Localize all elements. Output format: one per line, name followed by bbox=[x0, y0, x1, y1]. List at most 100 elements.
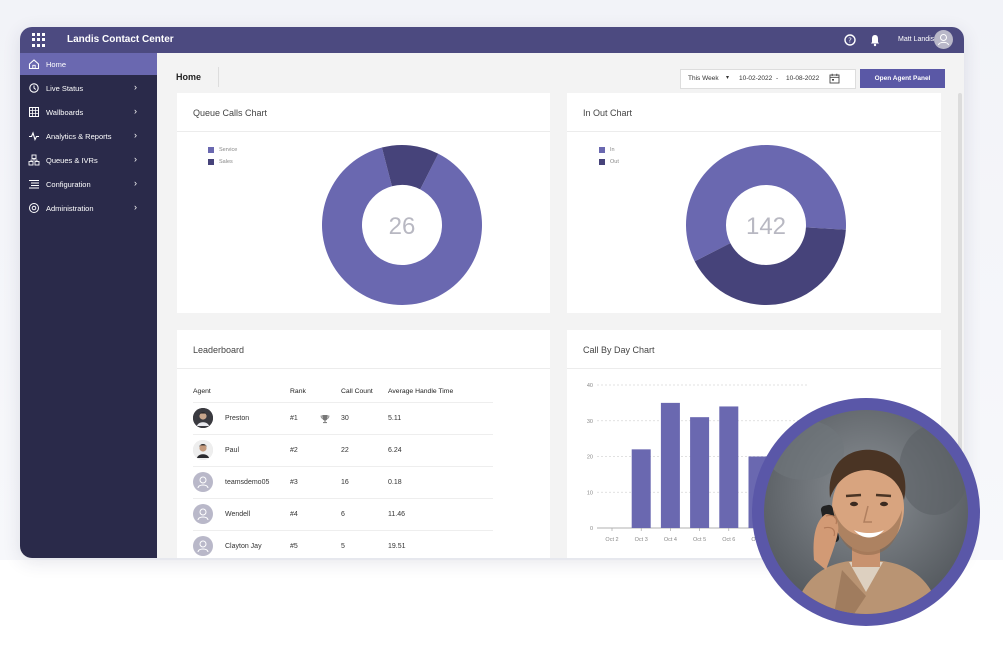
in-out-card: In Out Chart In Out 142 bbox=[567, 93, 941, 313]
avatar bbox=[193, 504, 213, 524]
call-count: 6 bbox=[341, 511, 345, 518]
x-tick-label: Oct 6 bbox=[722, 537, 735, 543]
sidebar-item-label: Administration bbox=[46, 204, 94, 213]
card-title: Queue Calls Chart bbox=[193, 108, 268, 118]
configuration-icon bbox=[29, 180, 39, 189]
legend-swatch bbox=[599, 147, 605, 153]
table-header: Agent Rank Call Count Average Handle Tim… bbox=[193, 382, 493, 403]
table-row[interactable]: teamsdemo05 #3 16 0.18 bbox=[193, 467, 493, 499]
calendar-icon[interactable] bbox=[829, 73, 840, 84]
donut-slice-service[interactable] bbox=[322, 147, 482, 305]
chevron-right-icon: › bbox=[134, 154, 137, 164]
donut-slice-in[interactable] bbox=[686, 145, 846, 262]
x-tick-label: Oct 4 bbox=[664, 537, 677, 543]
column-header: Average Handle Time bbox=[388, 388, 454, 395]
date-to[interactable]: 10-08-2022 bbox=[786, 75, 820, 82]
sidebar-item-wallboards[interactable]: Wallboards › bbox=[20, 101, 157, 123]
y-tick-label: 20 bbox=[587, 455, 593, 461]
donut-slice-out[interactable] bbox=[694, 227, 846, 305]
sidebar: Home Live Status › Wallboards › Analytic… bbox=[20, 53, 157, 558]
sidebar-item-queues[interactable]: Queues & IVRs › bbox=[20, 149, 157, 171]
avg-handle-time: 5.11 bbox=[388, 415, 402, 422]
x-tick-label: Oct 3 bbox=[635, 537, 648, 543]
user-icon bbox=[938, 34, 949, 46]
sidebar-item-label: Live Status bbox=[46, 84, 84, 93]
column-header: Call Count bbox=[341, 388, 373, 395]
divider bbox=[218, 67, 219, 87]
card-title: Call By Day Chart bbox=[583, 345, 655, 355]
table-row[interactable]: Wendell #4 6 11.46 bbox=[193, 499, 493, 531]
person-photo bbox=[193, 440, 213, 460]
divider bbox=[177, 368, 550, 369]
range-select[interactable]: This Week bbox=[688, 75, 719, 82]
y-tick-label: 40 bbox=[587, 383, 593, 389]
card-title: In Out Chart bbox=[583, 108, 633, 118]
legend-label: Service bbox=[219, 147, 238, 153]
man-on-phone-image bbox=[764, 410, 968, 614]
scrollbar[interactable] bbox=[958, 93, 962, 553]
sidebar-item-live-status[interactable]: Live Status › bbox=[20, 77, 157, 99]
agent-name: Preston bbox=[225, 415, 250, 422]
column-header: Rank bbox=[290, 388, 306, 395]
avg-handle-time: 11.46 bbox=[388, 511, 405, 518]
date-from[interactable]: 10-02-2022 bbox=[739, 75, 773, 82]
date-range-picker[interactable]: This Week ▾ 10-02-2022 - 10-08-2022 bbox=[680, 69, 856, 89]
bar-oct-5[interactable] bbox=[690, 417, 710, 528]
card-title: Leaderboard bbox=[193, 345, 245, 355]
table-row[interactable]: Preston #1 30 5.11 bbox=[193, 403, 493, 435]
sidebar-item-configuration[interactable]: Configuration › bbox=[20, 173, 157, 195]
user-avatar[interactable] bbox=[934, 30, 953, 49]
queues-icon bbox=[28, 154, 40, 166]
donut-total: 26 bbox=[389, 213, 416, 240]
user-name: Matt Landis bbox=[898, 36, 935, 43]
bar-oct-3[interactable] bbox=[631, 449, 651, 528]
trophy-icon bbox=[320, 415, 330, 424]
donut-slice-sales[interactable] bbox=[381, 145, 439, 190]
bar-oct-4[interactable] bbox=[660, 402, 680, 528]
help-icon[interactable]: ? bbox=[843, 33, 857, 47]
divider bbox=[177, 131, 550, 132]
wallboards-icon bbox=[29, 107, 39, 117]
donut-total: 142 bbox=[746, 213, 786, 240]
sidebar-item-analytics[interactable]: Analytics & Reports › bbox=[20, 125, 157, 147]
divider bbox=[567, 368, 941, 369]
date-separator: - bbox=[776, 75, 779, 82]
agent-name: teamsdemo05 bbox=[225, 479, 270, 486]
table-row[interactable]: Clayton Jay #5 5 19.51 bbox=[193, 531, 493, 558]
rank: #4 bbox=[290, 511, 298, 518]
svg-text:?: ? bbox=[848, 37, 852, 45]
legend-label: Out bbox=[610, 159, 619, 165]
call-count: 22 bbox=[341, 447, 349, 454]
leaderboard-card: Leaderboard Agent Rank Call Count Averag… bbox=[177, 330, 550, 558]
divider bbox=[567, 131, 941, 132]
x-tick-label: Oct 5 bbox=[693, 537, 706, 543]
leaderboard-table: Agent Rank Call Count Average Handle Tim… bbox=[193, 382, 493, 558]
table-row[interactable]: Paul #2 22 6.24 bbox=[193, 435, 493, 467]
y-tick-label: 30 bbox=[587, 419, 593, 425]
sidebar-item-administration[interactable]: Administration › bbox=[20, 197, 157, 219]
rank: #2 bbox=[290, 447, 298, 454]
administration-icon bbox=[29, 203, 39, 213]
chevron-right-icon: › bbox=[134, 106, 137, 116]
open-agent-panel-button[interactable]: Open Agent Panel bbox=[860, 69, 945, 88]
app-launcher-icon[interactable] bbox=[32, 33, 46, 47]
home-icon bbox=[28, 59, 40, 70]
sidebar-item-home[interactable]: Home bbox=[20, 53, 157, 75]
person-photo bbox=[193, 408, 213, 428]
agent-name: Paul bbox=[225, 447, 240, 454]
bell-icon[interactable] bbox=[868, 33, 882, 47]
avatar bbox=[193, 408, 213, 428]
y-tick-label: 10 bbox=[587, 490, 593, 496]
sidebar-item-label: Analytics & Reports bbox=[46, 132, 112, 141]
column-header: Agent bbox=[193, 388, 211, 395]
call-count: 30 bbox=[341, 415, 349, 422]
sidebar-item-label: Queues & IVRs bbox=[46, 156, 98, 165]
avg-handle-time: 6.24 bbox=[388, 447, 402, 454]
x-tick-label: Oct 2 bbox=[605, 537, 618, 543]
call-count: 5 bbox=[341, 543, 345, 550]
agent-name: Clayton Jay bbox=[225, 543, 262, 550]
chevron-down-icon[interactable]: ▾ bbox=[726, 75, 730, 81]
sidebar-item-label: Configuration bbox=[46, 180, 91, 189]
bar-oct-6[interactable] bbox=[719, 406, 739, 528]
avatar bbox=[193, 472, 213, 492]
